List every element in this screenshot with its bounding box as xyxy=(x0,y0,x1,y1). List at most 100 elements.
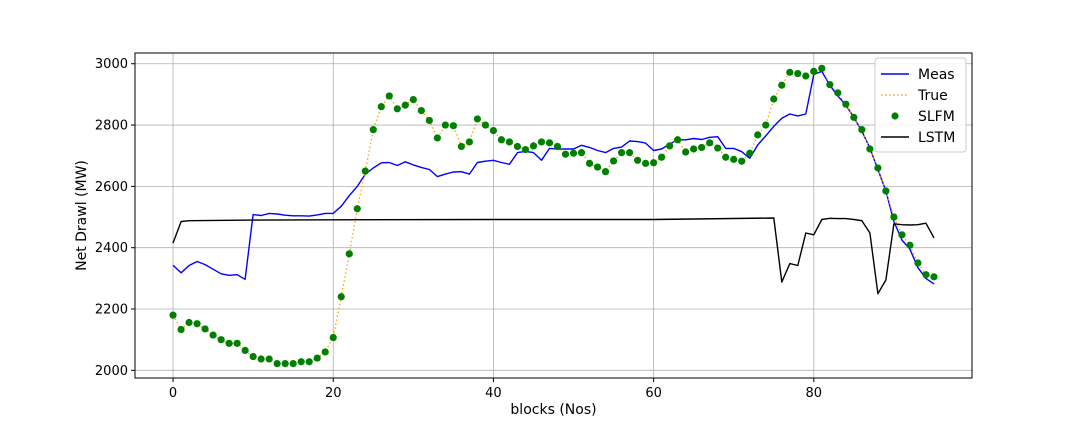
data-point-slfm xyxy=(209,331,217,339)
data-point-slfm xyxy=(457,142,465,151)
y-tick-label: 2200 xyxy=(95,303,128,318)
data-point-slfm xyxy=(425,116,433,125)
legend-label-slfm: SLFM xyxy=(918,109,955,125)
data-point-slfm xyxy=(730,155,738,163)
data-point-slfm xyxy=(281,359,289,368)
data-point-slfm xyxy=(650,159,658,167)
data-point-slfm xyxy=(265,355,273,363)
data-point-slfm xyxy=(561,150,570,158)
y-tick-label: 2800 xyxy=(95,119,128,134)
data-point-slfm xyxy=(353,205,361,213)
data-point-slfm xyxy=(778,81,786,89)
data-point-slfm xyxy=(409,96,417,104)
x-tick-label: 40 xyxy=(485,386,502,401)
y-tick-label: 3000 xyxy=(95,57,128,72)
data-point-slfm xyxy=(401,101,409,109)
data-point-slfm xyxy=(754,131,762,139)
data-point-slfm xyxy=(329,333,337,342)
data-point-slfm xyxy=(898,231,906,239)
legend-box xyxy=(874,57,967,153)
data-point-slfm xyxy=(553,142,562,151)
x-tick-label: 0 xyxy=(169,386,177,401)
data-point-slfm xyxy=(289,359,297,368)
data-point-slfm xyxy=(321,348,329,356)
data-point-slfm xyxy=(930,273,938,281)
y-axis-ticks: 2000 2200 2400 2600 2800 3000 xyxy=(95,57,135,379)
data-point-slfm xyxy=(393,105,401,113)
data-point-slfm xyxy=(441,121,449,129)
data-point-slfm xyxy=(698,143,706,152)
data-point-slfm xyxy=(169,311,177,319)
data-point-slfm xyxy=(593,163,602,171)
data-point-slfm xyxy=(794,69,802,78)
data-point-slfm xyxy=(642,159,650,167)
data-point-slfm xyxy=(345,250,353,258)
data-point-slfm xyxy=(537,138,546,146)
data-point-slfm xyxy=(770,95,778,103)
data-point-slfm xyxy=(497,136,506,144)
data-point-slfm xyxy=(545,139,554,147)
legend: Meas True SLFM LSTM xyxy=(874,57,967,153)
data-point-slfm xyxy=(337,293,345,301)
data-point-slfm xyxy=(361,167,369,175)
data-point-slfm xyxy=(185,318,193,327)
data-point-slfm xyxy=(465,138,473,146)
data-point-slfm xyxy=(762,121,770,129)
data-point-slfm xyxy=(313,354,321,362)
x-tick-label: 60 xyxy=(645,386,662,401)
legend-swatch-slfm xyxy=(891,112,899,120)
data-point-slfm xyxy=(601,168,610,176)
data-point-slfm xyxy=(521,145,530,154)
data-point-slfm xyxy=(674,136,682,144)
data-point-slfm xyxy=(201,325,209,333)
data-point-slfm xyxy=(890,213,898,221)
data-point-slfm xyxy=(634,156,642,164)
data-point-slfm xyxy=(906,241,914,249)
data-point-slfm xyxy=(738,157,746,165)
data-point-slfm xyxy=(385,92,393,100)
data-point-slfm xyxy=(241,346,249,355)
y-axis-label: Net Drawl (MW) xyxy=(74,160,90,271)
data-point-slfm xyxy=(874,164,882,172)
plot-area xyxy=(169,64,938,368)
data-point-slfm xyxy=(177,325,185,334)
data-point-slfm xyxy=(802,72,810,80)
data-point-slfm xyxy=(257,355,265,363)
data-point-slfm xyxy=(714,144,722,152)
y-tick-label: 2000 xyxy=(95,364,128,379)
data-point-slfm xyxy=(513,142,522,151)
data-point-slfm xyxy=(834,89,842,97)
legend-label-lstm: LSTM xyxy=(918,130,955,146)
grid xyxy=(135,53,972,378)
data-point-slfm xyxy=(377,103,385,111)
data-point-slfm xyxy=(690,145,698,153)
data-point-slfm xyxy=(569,149,578,157)
data-point-slfm xyxy=(786,68,794,76)
data-point-slfm xyxy=(225,339,233,347)
data-point-slfm xyxy=(706,139,714,147)
data-point-slfm xyxy=(305,358,313,366)
data-point-slfm xyxy=(433,134,441,142)
data-point-slfm xyxy=(666,142,674,150)
data-point-slfm xyxy=(193,320,201,328)
x-axis-ticks: 0 20 40 60 80 xyxy=(169,378,822,401)
data-point-slfm xyxy=(818,64,826,72)
data-point-slfm xyxy=(505,138,514,146)
data-point-slfm xyxy=(529,142,538,150)
data-point-slfm xyxy=(842,100,850,108)
data-point-slfm xyxy=(866,145,874,153)
data-point-slfm xyxy=(746,149,754,157)
data-point-slfm xyxy=(850,113,858,121)
data-point-slfm xyxy=(722,153,730,161)
data-point-slfm xyxy=(369,126,377,134)
x-axis-label: blocks (Nos) xyxy=(510,402,596,418)
data-point-slfm xyxy=(473,115,482,123)
data-point-slfm xyxy=(577,149,586,157)
data-point-slfm xyxy=(858,126,866,134)
series-line-lstm xyxy=(172,217,935,295)
series-line-meas xyxy=(172,70,935,285)
y-tick-label: 2400 xyxy=(95,241,128,256)
data-point-slfm xyxy=(625,149,634,157)
y-tick-label: 2600 xyxy=(95,180,128,195)
